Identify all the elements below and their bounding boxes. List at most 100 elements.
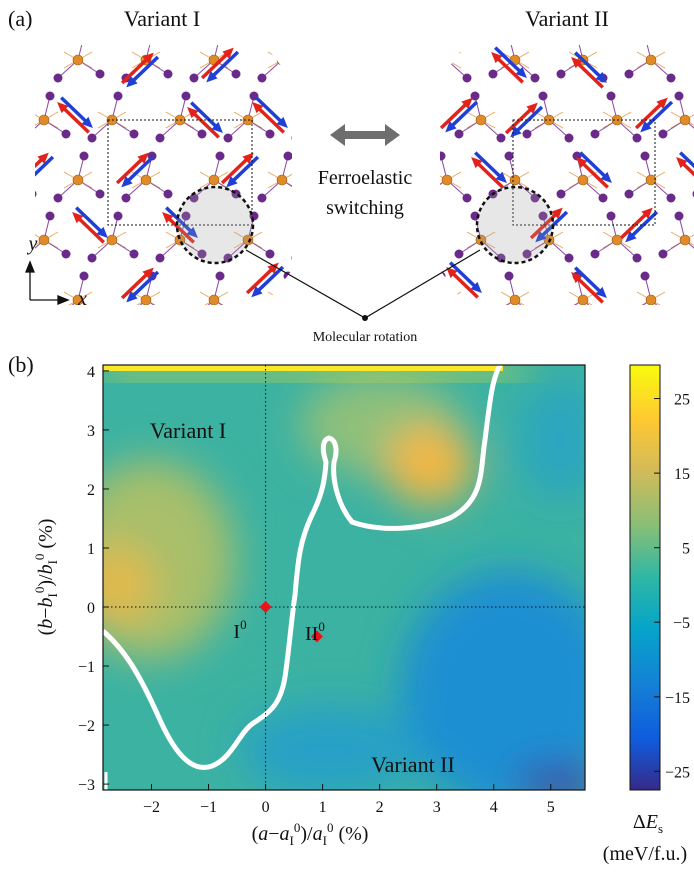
atom <box>291 253 292 263</box>
axis-name: y <box>27 233 38 255</box>
bond <box>413 120 433 138</box>
spin-arrow <box>120 55 151 85</box>
atom <box>334 250 343 259</box>
bond <box>440 291 448 301</box>
spin-arrow <box>124 155 155 185</box>
label-part: a <box>258 823 268 845</box>
atom <box>531 314 540 323</box>
arrow-head <box>242 152 254 164</box>
x-tick-label: −1 <box>200 799 217 816</box>
arrow-head <box>446 266 458 279</box>
colorbar-tick-label: 25 <box>674 392 690 409</box>
atom <box>564 133 574 143</box>
bond <box>0 172 10 180</box>
atom <box>666 73 676 83</box>
arrow-head <box>57 101 69 114</box>
atom <box>223 133 233 143</box>
unit-cell <box>107 119 253 226</box>
panel-label: (a) <box>8 6 32 31</box>
axis-name: x <box>77 288 87 310</box>
label-part: 0 <box>318 619 325 634</box>
atom <box>197 249 207 259</box>
spin-arrow <box>574 266 604 296</box>
atom <box>53 193 63 203</box>
arrow-head <box>471 156 483 169</box>
spin-arrow <box>229 155 260 185</box>
label-part: b <box>35 597 57 607</box>
bond <box>0 60 10 78</box>
atom <box>599 314 608 323</box>
atom <box>530 73 540 83</box>
colorbar-tick-label: −5 <box>673 615 690 632</box>
region-label: Variant II <box>371 752 455 777</box>
atom <box>181 211 191 221</box>
atom <box>640 151 650 161</box>
arrow-head <box>251 286 263 298</box>
atom <box>658 129 668 139</box>
spin-arrow <box>579 159 609 189</box>
bond <box>399 240 413 248</box>
spin-arrow <box>35 155 46 185</box>
atom <box>625 310 634 319</box>
atom <box>61 249 71 259</box>
arrow-head <box>211 121 223 134</box>
arrow-head <box>186 226 198 239</box>
region-label: Variant I <box>150 418 226 443</box>
arrow-head <box>526 102 538 114</box>
label-part: b <box>35 564 57 574</box>
atom <box>12 32 21 41</box>
label-part: I <box>233 621 240 643</box>
atom <box>208 174 220 186</box>
bond <box>10 292 24 300</box>
atom <box>87 253 97 263</box>
label-part: b <box>35 619 57 629</box>
point <box>259 601 272 614</box>
label-part: a <box>313 823 323 845</box>
annotation: Molecular rotation <box>313 330 418 345</box>
crystal <box>391 32 694 323</box>
bond <box>440 275 448 301</box>
y-tick-label: −1 <box>78 659 95 676</box>
label-part: 0 <box>294 820 301 835</box>
bond <box>10 180 24 188</box>
atom <box>197 129 207 139</box>
atom <box>679 114 691 126</box>
colorbar-unit: (meV/f.u.) <box>603 843 687 865</box>
bond <box>316 120 330 128</box>
spin-arrow <box>200 50 231 80</box>
y-tick-label: 3 <box>87 423 95 440</box>
x-tick-label: 1 <box>319 799 327 816</box>
atom <box>429 134 438 143</box>
atom <box>129 249 139 259</box>
bond <box>399 120 413 128</box>
bond <box>446 299 462 305</box>
spin-arrow <box>574 274 604 304</box>
atom <box>53 73 63 83</box>
atom <box>38 234 50 246</box>
atom <box>454 249 464 259</box>
bond <box>281 45 289 61</box>
bond <box>413 232 427 240</box>
atom <box>113 91 123 101</box>
label-part: I <box>45 593 60 597</box>
atom <box>87 133 97 143</box>
arrow-head <box>470 281 482 294</box>
bond <box>413 240 433 258</box>
atom <box>611 234 623 246</box>
label-part: a <box>280 823 290 845</box>
spin-arrow <box>679 159 694 189</box>
colorbar <box>629 364 661 791</box>
bond <box>391 240 413 254</box>
point-label: II0 <box>305 619 325 645</box>
bond <box>440 299 448 305</box>
spin-arrow <box>75 214 105 244</box>
spin-arrow <box>634 100 665 130</box>
spin-arrow <box>245 265 276 295</box>
atom <box>641 32 650 41</box>
atom <box>95 69 105 79</box>
bond <box>10 300 24 308</box>
atom <box>556 189 566 199</box>
arrow-head <box>142 267 154 279</box>
spin-arrow <box>254 265 285 295</box>
